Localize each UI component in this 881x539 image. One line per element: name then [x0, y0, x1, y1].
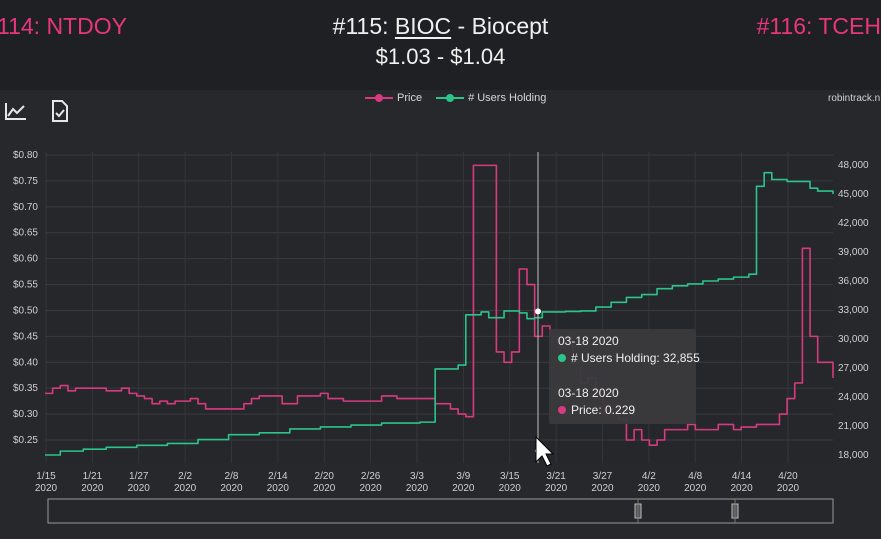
x-tick-label: 4/2 — [642, 471, 656, 482]
x-tick-label: 4/20 — [778, 471, 798, 482]
y-left-tick-label: $0.50 — [13, 305, 38, 316]
range-navigator — [47, 498, 834, 524]
legend-price[interactable]: Price — [365, 92, 422, 104]
x-tick-year-label: 2020 — [406, 483, 429, 494]
y-right-tick-label: 18,000 — [838, 450, 869, 461]
y-right-tick-label: 33,000 — [838, 305, 869, 316]
x-tick-label: 2/2 — [178, 471, 192, 482]
y-left-tick-label: $0.35 — [13, 383, 38, 394]
y-left-tick-label: $0.65 — [13, 228, 38, 239]
stock-header — [0, 0, 881, 90]
x-tick-label: 3/27 — [593, 471, 613, 482]
y-right-tick-label: 48,000 — [838, 160, 869, 171]
x-tick-label: 1/21 — [83, 471, 103, 482]
x-tick-label: 2/20 — [315, 471, 335, 482]
tooltip-date-users: 03-18 2020 — [558, 334, 619, 348]
prev-stock-link[interactable]: 114: NTDOY — [0, 13, 127, 39]
x-tick-year-label: 2020 — [591, 483, 614, 494]
y-right-tick-label: 39,000 — [838, 247, 869, 258]
x-tick-label: 2/26 — [361, 471, 381, 482]
next-stock-link[interactable]: #116: TCEH — [756, 13, 881, 39]
y-left-tick-label: $0.30 — [13, 409, 38, 420]
price-series-line — [45, 164, 834, 446]
y-left-tick-label: $0.25 — [13, 435, 38, 446]
y-right-tick-label: 45,000 — [838, 189, 869, 200]
x-tick-year-label: 2020 — [267, 483, 290, 494]
legend-users[interactable]: # Users Holding — [436, 92, 546, 104]
price-range: $1.03 - $1.04 — [375, 44, 506, 69]
y-right-tick-label: 27,000 — [838, 363, 869, 374]
x-tick-label: 4/8 — [688, 471, 702, 482]
x-tick-year-label: 2020 — [128, 483, 151, 494]
title-prefix: #115: — [332, 13, 395, 39]
x-tick-label: 3/15 — [500, 471, 520, 482]
tooltip-users-dot — [558, 354, 566, 362]
x-tick-year-label: 2020 — [452, 483, 475, 494]
tooltip-price-value: Price: 0.229 — [571, 403, 635, 417]
y-left-tick-label: $0.75 — [13, 176, 38, 187]
y-right-tick-label: 30,000 — [838, 334, 869, 345]
y-right-tick-label: 21,000 — [838, 421, 869, 432]
x-tick-year-label: 2020 — [81, 483, 104, 494]
title-suffix: - Biocept — [451, 13, 549, 39]
chart-legend: Price # Users Holding — [365, 92, 546, 104]
tooltip-users-value: # Users Holding: 32,855 — [571, 351, 700, 365]
y-left-tick-label: $0.40 — [13, 357, 38, 368]
x-tick-label: 4/14 — [732, 471, 752, 482]
x-tick-year-label: 2020 — [684, 483, 707, 494]
legend-price-label: Price — [397, 92, 423, 104]
x-tick-label: 1/27 — [129, 471, 149, 482]
x-tick-year-label: 2020 — [313, 483, 336, 494]
users-series-line — [45, 171, 834, 456]
line-chart-icon[interactable] — [4, 99, 28, 123]
site-label: robintrack.n — [828, 93, 881, 104]
tooltip-box — [549, 329, 696, 424]
x-tick-label: 3/9 — [456, 471, 470, 482]
y-left-tick-label: $0.70 — [13, 202, 38, 213]
x-tick-year-label: 2020 — [360, 483, 383, 494]
y-right-tick-label: 42,000 — [838, 218, 869, 229]
plot-area — [45, 152, 833, 463]
x-tick-label: 2/14 — [268, 471, 288, 482]
ticker-link[interactable]: BIOC — [394, 13, 452, 39]
y-right-tick-label: 24,000 — [838, 392, 869, 403]
x-tick-year-label: 2020 — [731, 483, 754, 494]
y-left-tick-label: $0.80 — [13, 150, 38, 161]
y-left-tick-label: $0.60 — [13, 254, 38, 265]
mouse-cursor-icon — [535, 435, 555, 467]
x-tick-year-label: 2020 — [499, 483, 522, 494]
x-tick-year-label: 2020 — [220, 483, 243, 494]
y-left-tick-label: $0.55 — [13, 280, 38, 291]
x-tick-year-label: 2020 — [174, 483, 197, 494]
y-left-tick-label: $0.45 — [13, 331, 38, 342]
tooltip-date-price: 03-18 2020 — [558, 386, 619, 400]
x-tick-year-label: 2020 — [777, 483, 800, 494]
x-tick-year-label: 2020 — [35, 483, 58, 494]
x-tick-year-label: 2020 — [638, 483, 661, 494]
x-tick-label: 2/8 — [225, 471, 239, 482]
price-legend-marker — [365, 94, 393, 102]
x-tick-label: 3/3 — [410, 471, 424, 482]
x-tick-year-label: 2020 — [545, 483, 568, 494]
x-tick-label: 1/15 — [36, 471, 56, 482]
legend-users-label: # Users Holding — [468, 92, 547, 104]
x-tick-label: 3/21 — [546, 471, 566, 482]
document-check-icon[interactable] — [48, 99, 72, 123]
users-legend-marker — [436, 94, 465, 102]
tooltip-price-dot — [558, 406, 566, 414]
page-title: #115: BIOC - Biocept — [0, 13, 881, 40]
users-hover-point — [535, 308, 541, 315]
y-right-tick-label: 36,000 — [838, 276, 869, 287]
